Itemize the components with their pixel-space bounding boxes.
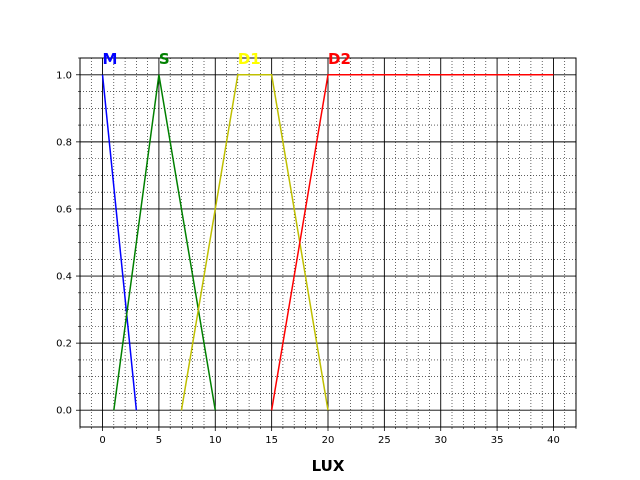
y-tick-label: 0.6 xyxy=(56,204,72,215)
x-axis-title: LUX xyxy=(312,457,345,475)
y-tick-label: 0.8 xyxy=(56,137,72,148)
x-tick-label: 5 xyxy=(156,435,162,446)
series-line-s xyxy=(113,74,217,411)
y-tick-label: 1.0 xyxy=(56,70,72,81)
x-tick-label: 10 xyxy=(209,435,222,446)
y-tick-label: 0.0 xyxy=(56,406,72,417)
series-lines xyxy=(101,74,554,411)
series-line-d2 xyxy=(270,74,554,411)
series-label-m: M xyxy=(103,50,118,68)
series-line-m xyxy=(101,74,138,411)
grid xyxy=(79,57,577,428)
x-tick-label: 25 xyxy=(378,435,391,446)
x-tick-label: 20 xyxy=(322,435,335,446)
y-tick-label: 0.2 xyxy=(56,339,72,350)
axis-ticks: 0 5 10 15 20 25 30 35 40 0.0 0.2 0.4 0.6 0.8 1.0 xyxy=(56,57,577,446)
series-labels: M S D1 D2 xyxy=(103,50,351,68)
series-label-d2: D2 xyxy=(328,50,351,68)
x-tick-label: 15 xyxy=(265,435,278,446)
x-tick-label: 30 xyxy=(434,435,447,446)
y-tick-label: 0.4 xyxy=(56,272,72,283)
series-label-s: S xyxy=(159,50,170,68)
x-tick-label: 35 xyxy=(491,435,504,446)
x-tick-label: 0 xyxy=(99,435,105,446)
x-tick-label: 40 xyxy=(547,435,560,446)
series-label-d1: D1 xyxy=(238,50,261,68)
